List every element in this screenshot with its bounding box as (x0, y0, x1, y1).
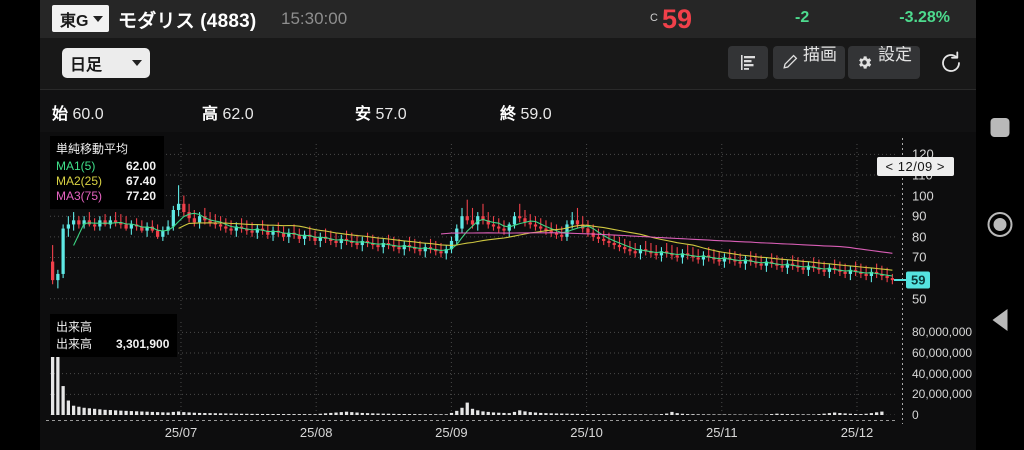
ma-legend-row: MA2(25) 67.40 (56, 174, 156, 189)
last-price-marker-arrow (894, 279, 906, 282)
volume-svg (50, 322, 895, 415)
candlestick-plot[interactable] (50, 144, 895, 309)
app-header: 東G モダリス (4883) 15:30:00 C 59 -2 -3.28% (40, 0, 976, 38)
ma1-value: 62.00 (126, 159, 157, 173)
timeframe-value: 日足 (70, 57, 103, 74)
ohlc-close-label: 終 (500, 106, 517, 123)
y-tick-price: 50 (912, 291, 927, 307)
x-axis-line (46, 420, 898, 421)
chart-toolbar: 日足 描画 (40, 38, 976, 90)
last-price-badge: 59 (906, 271, 931, 289)
chevron-down-icon (132, 60, 142, 66)
y-tick-price: 70 (912, 249, 927, 265)
quote-timestamp: 15:30:00 (281, 9, 348, 28)
last-price-group: C 59 (650, 2, 692, 36)
date-navigator[interactable]: < 12/09 > (876, 157, 954, 176)
symbol-name: モダリス (4883) (118, 11, 257, 32)
ohlc-high: 高 62.0 (202, 100, 254, 124)
ma3-value: 77.20 (126, 189, 157, 203)
timeframe-select[interactable]: 日足 (62, 48, 150, 78)
gear-icon (859, 56, 872, 69)
system-navigation-bar (976, 0, 1024, 450)
volume-plot[interactable] (50, 322, 895, 415)
volume-row-label: 出来高 (56, 337, 93, 351)
chart-area[interactable]: 単純移動平均 MA1(5) 62.00 MA2(25) 67.40 MA3(75… (40, 132, 976, 450)
volume-legend-row: 出来高 3,301,900 (56, 337, 169, 352)
settings-button-label: 設定 (878, 45, 912, 64)
y-tick-volume: 60,000,000 (912, 346, 973, 360)
ohlc-close-value: 59.0 (520, 106, 552, 123)
ma-legend-row: MA3(75) 77.20 (56, 189, 156, 204)
ohlc-open-value: 60.0 (72, 106, 104, 123)
y-tick-volume: 40,000,000 (912, 366, 973, 381)
ma-legend-row: MA1(5) 62.00 (56, 159, 156, 174)
volume-legend: 出来高 出来高 3,301,900 (50, 314, 178, 357)
x-tick: 25/07 (164, 425, 198, 440)
x-tick: 25/12 (840, 425, 874, 440)
price-svg (50, 144, 895, 309)
price-change: -2 (795, 9, 810, 26)
volume-legend-title: 出来高 (56, 320, 93, 334)
ohlc-strip: 始 60.0 高 62.0 安 57.0 終 59.0 (40, 90, 976, 132)
ohlc-low-value: 57.0 (375, 106, 407, 123)
ohlc-open: 始 60.0 (52, 100, 104, 124)
y-tick-price: 100 (912, 188, 934, 204)
last-price: 59 (661, 4, 692, 34)
price-prefix: C (650, 12, 658, 24)
ohlc-open-label: 始 (52, 106, 69, 123)
x-tick: 25/11 (705, 425, 738, 440)
refresh-icon (942, 51, 960, 72)
market-tab-label: 東G (60, 12, 89, 30)
y-tick-volume: 0 (912, 408, 919, 422)
ohlc-close: 終 59.0 (500, 100, 552, 124)
ohlc-high-label: 高 (202, 106, 219, 123)
ohlc-low-label: 安 (355, 106, 372, 123)
indicator-button[interactable] (728, 46, 768, 79)
ohlc-low: 安 57.0 (355, 100, 407, 124)
settings-button[interactable]: 設定 (848, 46, 920, 79)
triangle-back-icon[interactable] (992, 309, 1008, 331)
y-tick-price: 80 (912, 229, 927, 245)
y-tick-volume: 80,000,000 (912, 325, 973, 340)
y-tick-price: 90 (912, 208, 927, 224)
pencil-icon (783, 54, 798, 69)
ohlc-high-value: 62.0 (222, 106, 254, 123)
ma2-value: 67.40 (126, 174, 157, 188)
square-icon[interactable] (990, 118, 1010, 137)
volume-row-value: 3,301,900 (116, 337, 170, 351)
price-change-percent: -3.28% (899, 9, 950, 26)
caret-down-icon (93, 15, 104, 22)
circle-icon[interactable] (987, 212, 1013, 237)
refresh-button[interactable] (938, 50, 964, 76)
left-gutter (0, 0, 40, 450)
market-tab[interactable]: 東G (52, 5, 110, 32)
x-tick: 25/09 (435, 425, 468, 440)
y-tick-volume: 20,000,000 (912, 387, 973, 402)
ma3-name: MA3(75) (56, 189, 103, 203)
ma-legend-title: 単純移動平均 (56, 142, 129, 156)
stock-chart-app: 東G モダリス (4883) 15:30:00 C 59 -2 -3.28% 日… (40, 0, 976, 450)
ma2-name: MA2(25) (56, 174, 103, 188)
x-tick: 25/08 (299, 425, 333, 440)
ma-legend: 単純移動平均 MA1(5) 62.00 MA2(25) 67.40 MA3(75… (50, 136, 165, 209)
draw-button-label: 描画 (803, 45, 837, 64)
y-axis: 1201101009080705080,000,00060,000,00040,… (894, 132, 976, 432)
ma1-name: MA1(5) (56, 159, 96, 173)
x-axis: 25/07 25/08 25/09 25/10 25/11 25/12 (40, 420, 976, 450)
draw-button[interactable]: 描画 (773, 46, 845, 79)
x-tick: 25/10 (570, 425, 603, 440)
indicator-icon (740, 55, 755, 70)
